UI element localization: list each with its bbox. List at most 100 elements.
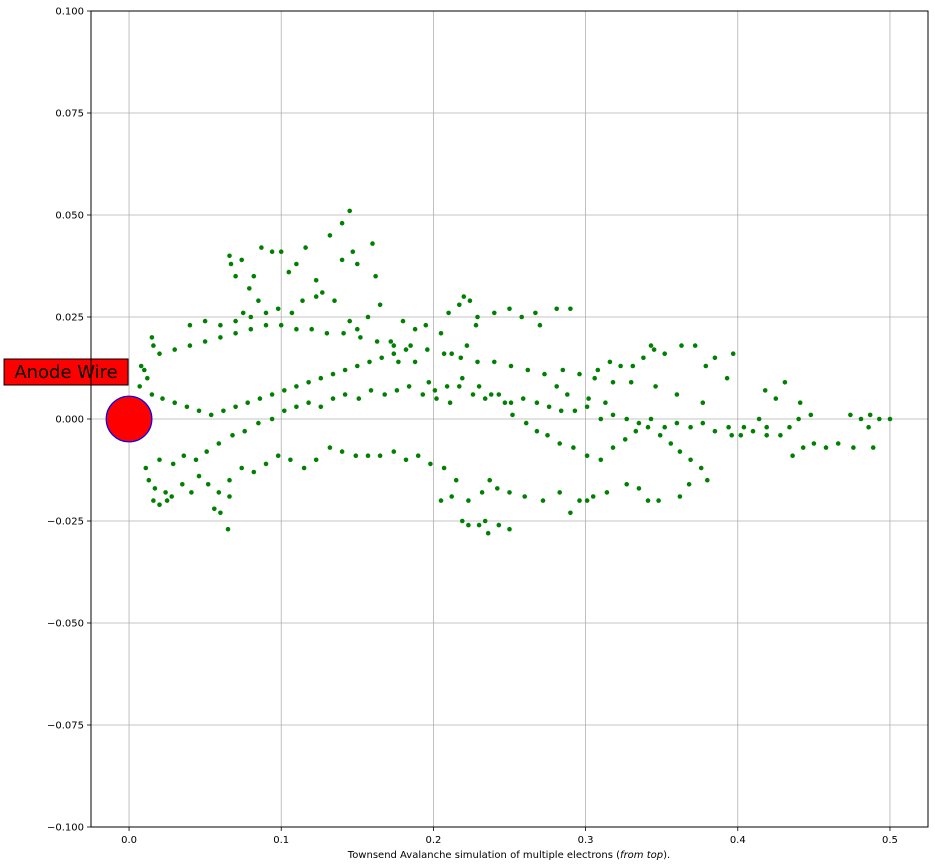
data-point [164,498,170,503]
data-point [205,482,211,487]
data-point [202,318,208,324]
data-point [700,400,706,406]
data-point [662,351,667,357]
data-point [160,396,165,401]
data-point [508,363,514,369]
data-point [542,371,547,377]
data-point [870,445,876,450]
data-point [170,461,176,467]
data-point [289,310,295,316]
data-point [475,359,480,365]
data-point [145,375,150,381]
data-point [877,416,882,422]
data-point [648,343,654,348]
data-point [245,400,250,406]
data-point [233,273,238,279]
x-tick-label: 0.2 [425,835,441,846]
data-point [645,498,651,503]
data-point [172,347,177,352]
data-point [202,339,208,344]
data-point [485,530,491,536]
data-point [558,408,564,414]
data-point [568,306,573,312]
data-point [645,424,651,430]
data-point [251,469,257,475]
data-point [492,310,497,316]
data-point [867,412,873,418]
data-point [324,331,330,336]
data-point [143,465,149,471]
data-point [584,453,590,459]
data-point [278,322,284,328]
data-point [415,453,421,459]
data-point [368,388,374,393]
data-point [240,310,246,316]
data-point [700,420,706,426]
data-point [656,498,661,503]
data-point [636,420,642,426]
data-point [557,490,562,495]
data-point [534,400,540,406]
data-point [434,396,439,401]
data-point [858,416,864,422]
data-point [193,457,199,463]
data-point [157,457,162,463]
data-point [590,494,596,499]
data-point [365,453,371,459]
data-point [358,335,363,340]
data-point [488,392,494,397]
anode-wire-circle [105,395,153,443]
data-point [487,477,493,483]
data-point [470,392,476,397]
data-point [633,428,639,434]
data-point [726,424,731,430]
data-point [233,318,238,324]
data-point [239,257,244,263]
data-point [269,249,275,254]
data-point [764,424,769,430]
data-point [674,392,680,397]
data-point [453,477,459,483]
data-point [496,522,502,528]
data-point [294,326,299,332]
data-point [152,486,158,491]
data-point [677,494,683,499]
data-point [460,375,465,381]
data-point [320,290,325,295]
data-point [584,498,590,503]
data-point [495,486,500,491]
x-axis-label-part: ). [663,850,670,861]
data-point [377,453,383,459]
data-point [379,355,385,361]
data-point [275,453,281,459]
data-point [648,416,654,422]
data-point [218,510,223,516]
x-tick-label: 0.4 [730,835,746,846]
data-point [823,445,829,450]
data-point [496,392,502,397]
y-tick-label: 0.075 [55,109,84,120]
data-point [887,416,893,422]
data-point [204,449,209,454]
data-point [247,286,252,291]
data-point [309,326,315,332]
data-point [773,396,779,401]
data-point [636,486,642,491]
data-point [403,347,409,352]
data-point [227,253,232,259]
data-point [622,437,628,442]
data-point [460,518,465,524]
data-point [149,392,155,397]
data-point [282,408,287,414]
data-point [507,490,512,495]
data-point [353,453,359,459]
data-point [374,339,380,344]
data-point [225,526,231,532]
data-point [482,518,488,524]
data-point [565,392,570,397]
data-point [196,408,202,414]
data-point [458,355,464,361]
data-point [464,343,470,348]
data-point [330,396,336,401]
